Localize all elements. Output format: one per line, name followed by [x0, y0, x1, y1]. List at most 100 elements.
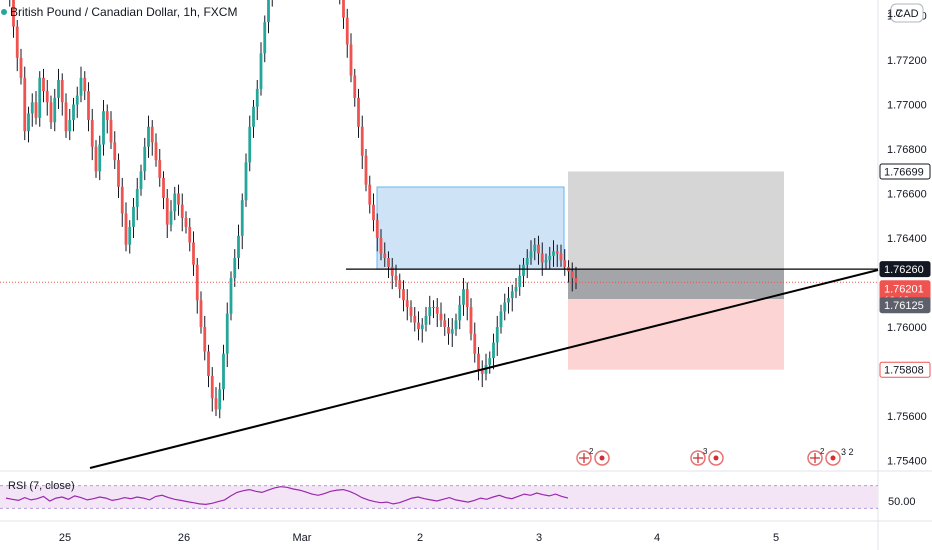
candle-body: [480, 369, 484, 374]
candle-body: [394, 275, 398, 281]
candle-body: [447, 327, 450, 334]
currency-badge-label: CAD: [895, 8, 918, 20]
time-axis[interactable]: 25 26 Mar 2 3 4 5: [59, 532, 779, 544]
candle-body: [357, 97, 360, 127]
candle-body: [90, 120, 94, 147]
trendline[interactable]: [89, 269, 879, 469]
candle-body: [150, 126, 154, 143]
candle-body: [203, 327, 207, 352]
candle-body: [465, 289, 469, 307]
candle-body: [368, 184, 372, 205]
price-badge-label: 1.76260: [884, 264, 924, 276]
candle-body: [518, 275, 522, 287]
drawn-lines[interactable]: [0, 268, 879, 469]
candle-body: [109, 120, 113, 143]
candle-body: [120, 186, 124, 214]
candle-body: [237, 235, 240, 259]
candle-body: [443, 320, 447, 327]
candle-body: [64, 102, 68, 132]
rsi-line[interactable]: [5, 486, 569, 506]
stop-zone[interactable]: [568, 299, 784, 370]
candle-body: [537, 244, 540, 254]
candle-body: [435, 306, 439, 314]
currency-badge[interactable]: [890, 3, 924, 23]
candle-body: [139, 171, 143, 190]
candle-body: [495, 327, 499, 343]
event-extra-count: 3 2: [841, 447, 854, 457]
candle-body: [390, 266, 394, 276]
candle-body: [72, 104, 75, 121]
candle-body: [413, 315, 417, 323]
candle-body: [222, 353, 225, 390]
candle-body: [552, 251, 555, 256]
candle-body: [79, 77, 83, 96]
price-tick-label: 1.77200: [887, 55, 927, 67]
candle-body: [154, 142, 158, 161]
price-badge[interactable]: [879, 297, 931, 314]
symbol-title: British Pound / Canadian Dollar, 1h, FXC…: [10, 5, 237, 19]
economic-events[interactable]: 2 3 2 3 2: [576, 447, 854, 466]
position-zones[interactable]: [376, 171, 784, 370]
candle-body: [507, 298, 510, 303]
candle-body: [477, 353, 480, 370]
candle-body: [210, 375, 214, 399]
candle-body: [555, 251, 559, 254]
candle-body: [259, 53, 263, 89]
maple-leaf-icon: [713, 455, 719, 461]
candle-body: [188, 226, 192, 243]
candle-body: [345, 17, 349, 45]
candle-body: [473, 333, 477, 354]
candle-body: [53, 97, 57, 123]
candle-body: [432, 306, 435, 308]
price-axis[interactable]: 1.774001.772001.770001.768001.766001.764…: [879, 11, 931, 468]
candle-body: [360, 126, 364, 156]
candle-body: [57, 80, 60, 98]
candle-body: [169, 211, 173, 225]
candle-body: [124, 213, 128, 245]
candle-body: [379, 238, 383, 254]
candle-body: [563, 260, 567, 267]
price-badge[interactable]: [879, 163, 931, 180]
candle-body: [514, 286, 518, 292]
candle-body: [439, 313, 443, 321]
candle-body: [405, 300, 409, 307]
time-tick-label: 5: [773, 532, 779, 544]
candle-body: [192, 242, 195, 265]
position-open-zone[interactable]: [568, 269, 784, 300]
price-badge-label: 1.76699: [884, 166, 924, 178]
candle-body: [23, 77, 27, 132]
candle-body: [143, 146, 147, 172]
rsi-band: [0, 485, 878, 509]
time-tick-label: Mar: [293, 532, 312, 544]
candle-body: [87, 91, 90, 121]
candle-body: [420, 324, 424, 330]
price-badge[interactable]: [879, 261, 931, 278]
price-badge-label: 1.76125: [884, 300, 924, 312]
price-tick-label: 1.75600: [887, 411, 927, 423]
time-tick-label: 3: [536, 532, 542, 544]
candle-body: [503, 302, 507, 312]
candle-body: [60, 80, 64, 103]
price-tick-label: 1.76600: [887, 189, 927, 201]
price-tick-label: 1.77000: [887, 100, 927, 112]
candle-body: [349, 44, 353, 76]
candle-body: [94, 146, 98, 172]
rsi-indicator[interactable]: [0, 485, 878, 509]
price-tick-label: 1.76800: [887, 144, 927, 156]
candle-body: [342, 0, 345, 18]
profit-zone[interactable]: [568, 171, 784, 270]
candle-body: [454, 320, 458, 330]
candle-body: [199, 300, 203, 327]
candle-body: [15, 26, 19, 58]
candle-body: [195, 264, 199, 301]
price-badge[interactable]: [879, 361, 931, 378]
candles: [9, 0, 578, 419]
candle-body: [165, 197, 169, 225]
demand-zone[interactable]: [376, 186, 565, 270]
price-tick-partial: 1.7: [887, 8, 902, 20]
candle-body: [375, 220, 379, 238]
candle-body: [255, 88, 259, 107]
candle-body: [38, 77, 42, 118]
candle-body: [525, 258, 529, 265]
